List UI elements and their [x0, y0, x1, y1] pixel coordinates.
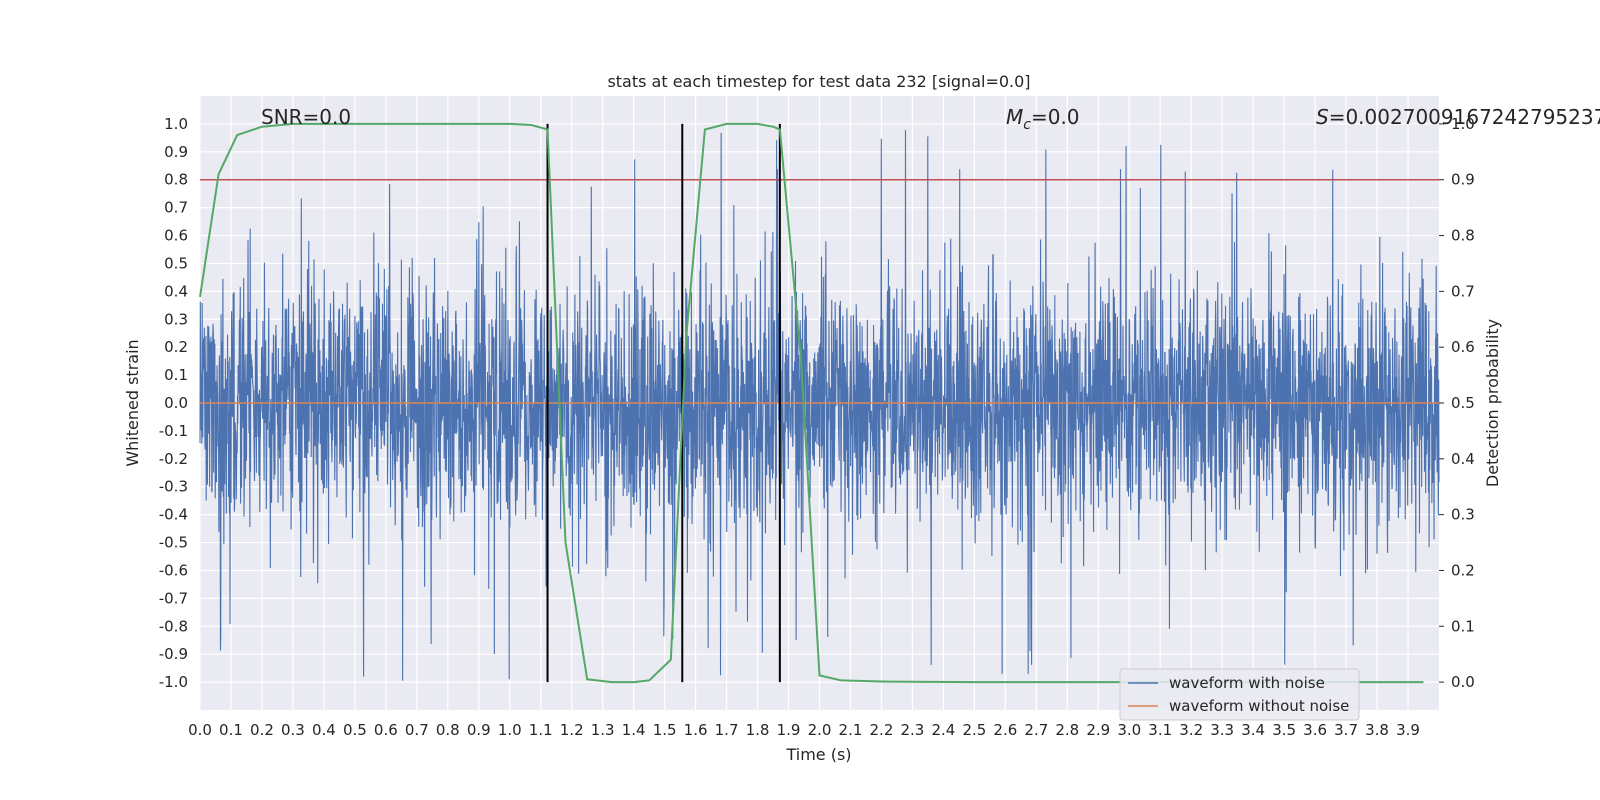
y2-tick-label: 0.8 [1451, 227, 1475, 245]
y2-tick-label: 0.7 [1451, 282, 1475, 300]
x-tick-label: 0.9 [467, 721, 491, 739]
y-tick-label: -0.1 [159, 422, 188, 440]
x-tick-label: 2.1 [839, 721, 863, 739]
y-tick-label: 0.9 [164, 143, 188, 161]
legend-box [1119, 668, 1360, 721]
mc-value: =0.0 [1031, 105, 1080, 129]
x-tick-label: 3.6 [1303, 721, 1327, 739]
x-tick-label: 3.5 [1272, 721, 1296, 739]
s-annotation: S=0.0027009167242795237 [1316, 105, 1600, 129]
y-axis-label: Whitened strain [123, 339, 142, 466]
x-tick-label: 3.9 [1396, 721, 1420, 739]
x-tick-label: 2.4 [931, 721, 955, 739]
x-tick-label: 1.6 [684, 721, 708, 739]
y-tick-label: 0.3 [164, 310, 188, 328]
x-tick-label: 1.7 [715, 721, 739, 739]
s-value: =0.0027009167242795237 [1329, 105, 1600, 129]
x-tick-label: 2.5 [962, 721, 986, 739]
y-tick-label: 0.0 [164, 394, 188, 412]
snr-annotation: SNR=0.0 [261, 105, 351, 129]
x-tick-label: 1.0 [498, 721, 522, 739]
x-tick-label: 2.8 [1055, 721, 1079, 739]
y-tick-label: 0.7 [164, 199, 188, 217]
probability-line [199, 122, 1424, 684]
y2-tick-labels: 1.0 0.9 0.8 0.7 0.6 0.5 0.4 0.3 0.2 0.1 0.0 [1439, 115, 1475, 691]
x-tick-label: 3.0 [1117, 721, 1141, 739]
y-tick-label: -1.0 [159, 673, 188, 691]
y-tick-labels: 1.0 0.9 0.8 0.7 0.6 0.5 0.4 0.3 0.2 0.1 0.0 -0.1 -0.… [159, 115, 188, 691]
x-tick-label: 0.7 [405, 721, 429, 739]
x-tick-label: 0.1 [219, 721, 243, 739]
noise-series [199, 130, 1440, 681]
y2-tick-label: 0.5 [1451, 394, 1475, 412]
y2-tick-label: 0.1 [1451, 617, 1475, 635]
y-tick-label: 0.6 [164, 227, 188, 245]
x-tick-label: 3.7 [1334, 721, 1358, 739]
x-tick-label: 3.1 [1148, 721, 1172, 739]
x-tick-label: 0.3 [281, 721, 305, 739]
y-tick-label: -0.6 [159, 561, 188, 579]
y2-tick-label: 1.0 [1451, 115, 1475, 133]
y2-tick-label: 0.0 [1451, 673, 1475, 691]
noise-waveform-line [199, 130, 1440, 681]
y-tick-label: 0.2 [164, 338, 188, 356]
x-tick-label: 3.4 [1241, 721, 1265, 739]
y-tick-label: -0.8 [159, 617, 188, 635]
x-axis-label: Time (s) [785, 745, 851, 764]
legend-label-noise: waveform with noise [1169, 674, 1325, 692]
x-tick-label: 2.0 [808, 721, 832, 739]
legend-label-clean: waveform without noise [1169, 697, 1349, 715]
y-tick-label: 0.4 [164, 282, 188, 300]
y-tick-label: -0.2 [159, 450, 188, 468]
x-tick-label: 1.1 [529, 721, 553, 739]
s-symbol: S [1316, 105, 1329, 129]
y2-tick-label: 0.3 [1451, 506, 1475, 524]
x-tick-label: 2.6 [993, 721, 1017, 739]
y-tick-label: -0.4 [159, 506, 188, 524]
x-tick-labels: 0.0 0.1 0.2 0.3 0.4 0.5 0.6 0.7 0.8 0.9 1.0 1.1 1.2 1… [188, 721, 1420, 739]
x-tick-label: 1.8 [746, 721, 770, 739]
y2-tick-label: 0.9 [1451, 171, 1475, 189]
x-tick-label: 0.0 [188, 721, 212, 739]
y2-tick-label: 0.4 [1451, 450, 1475, 468]
y-tick-label: -0.5 [159, 534, 188, 552]
y2-axis-label: Detection probability [1483, 319, 1502, 487]
x-tick-label: 2.3 [900, 721, 924, 739]
mc-subscript: c [1023, 117, 1031, 133]
x-tick-label: 2.9 [1086, 721, 1110, 739]
x-tick-label: 0.8 [436, 721, 460, 739]
x-tick-label: 3.8 [1365, 721, 1389, 739]
overlay-layer [199, 122, 1439, 684]
x-tick-label: 1.5 [653, 721, 677, 739]
x-tick-label: 0.6 [374, 721, 398, 739]
x-tick-label: 1.2 [560, 721, 584, 739]
x-tick-label: 3.2 [1179, 721, 1203, 739]
x-tick-label: 1.9 [777, 721, 801, 739]
y-tick-label: 0.5 [164, 254, 188, 272]
y-tick-label: -0.9 [159, 645, 188, 663]
y-tick-label: 0.8 [164, 171, 188, 189]
x-tick-label: 0.2 [250, 721, 274, 739]
mc-symbol: M [1006, 105, 1023, 129]
y-tick-label: -0.3 [159, 478, 188, 496]
x-tick-label: 2.2 [870, 721, 894, 739]
x-tick-label: 3.3 [1210, 721, 1234, 739]
y2-tick-label: 0.2 [1451, 561, 1475, 579]
x-tick-label: 1.4 [622, 721, 646, 739]
chart-title: stats at each timestep for test data 232… [607, 72, 1030, 91]
y-tick-label: -0.7 [159, 589, 188, 607]
x-tick-label: 1.3 [591, 721, 615, 739]
x-tick-label: 0.5 [343, 721, 367, 739]
y-tick-label: 1.0 [164, 115, 188, 133]
y2-tick-label: 0.6 [1451, 338, 1475, 356]
x-tick-label: 2.7 [1024, 721, 1048, 739]
x-tick-label: 0.4 [312, 721, 336, 739]
mc-annotation: Mc=0.0 [1006, 105, 1080, 133]
y-tick-label: 0.1 [164, 366, 188, 384]
legend: waveform with noise waveform without noi… [1119, 668, 1360, 721]
